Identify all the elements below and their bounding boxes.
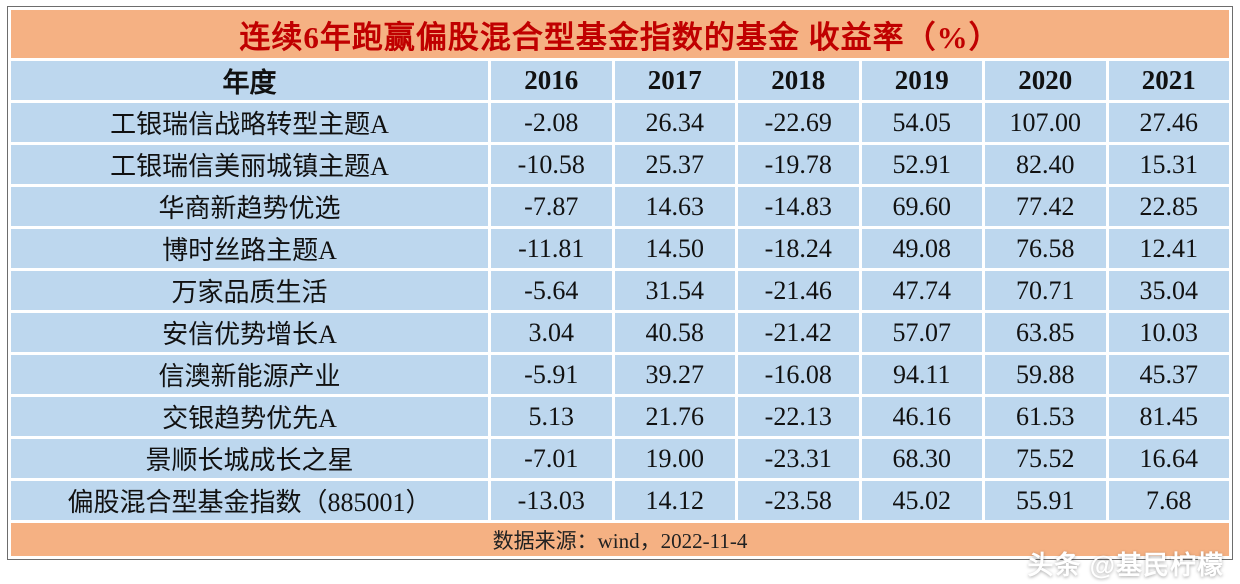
return-value-cell: 47.74	[858, 268, 985, 313]
return-value-cell: 59.88	[982, 352, 1109, 397]
table-row: 工银瑞信战略转型主题A -2.08 26.34 -22.69 54.05 107.00 27…	[8, 100, 1232, 145]
return-value-cell: 52.91	[858, 142, 985, 187]
table-row: 交银趋势优先A 5.13 21.76 -22.13 46.16 61.53 81.45	[8, 394, 1232, 439]
return-value-cell: 7.68	[1105, 478, 1232, 523]
return-value-cell: 12.41	[1105, 226, 1232, 271]
return-value-cell: 14.50	[611, 226, 738, 271]
return-value-cell: -22.13	[735, 394, 862, 439]
return-value-cell: 76.58	[982, 226, 1109, 271]
return-value-cell: 63.85	[982, 310, 1109, 355]
table-body: 工银瑞信战略转型主题A -2.08 26.34 -22.69 54.05 107.00 27…	[8, 100, 1232, 523]
return-value-cell: 14.12	[611, 478, 738, 523]
return-value-cell: 70.71	[982, 268, 1109, 313]
table-row: 万家品质生活 -5.64 31.54 -21.46 47.74 70.71 35.04	[8, 268, 1232, 313]
return-value-cell: 15.31	[1105, 142, 1232, 187]
table-row: 景顺长城成长之星 -7.01 19.00 -23.31 68.30 75.52 16.64	[8, 436, 1232, 481]
fund-returns-table: 连续6年跑赢偏股混合型基金指数的基金 收益率（%） 年度 2016 2017 2018…	[8, 7, 1232, 559]
return-value-cell: 75.52	[982, 436, 1109, 481]
return-value-cell: 16.64	[1105, 436, 1232, 481]
return-value-cell: 45.37	[1105, 352, 1232, 397]
return-value-cell: 81.45	[1105, 394, 1232, 439]
watermark-toutiao: 头条 @基民柠檬	[1027, 550, 1224, 580]
return-value-cell: -2.08	[488, 100, 615, 145]
return-value-cell: 94.11	[858, 352, 985, 397]
column-header-year-label: 年度	[8, 58, 491, 103]
return-value-cell: -5.64	[488, 268, 615, 313]
fund-name-cell: 信澳新能源产业	[8, 352, 491, 397]
return-value-cell: 26.34	[611, 100, 738, 145]
return-value-cell: 49.08	[858, 226, 985, 271]
return-value-cell: -11.81	[488, 226, 615, 271]
column-header-year: 2020	[982, 58, 1109, 103]
column-header-year: 2017	[611, 58, 738, 103]
return-value-cell: 82.40	[982, 142, 1109, 187]
fund-name-cell: 景顺长城成长之星	[8, 436, 491, 481]
return-value-cell: 21.76	[611, 394, 738, 439]
column-header-year: 2021	[1105, 58, 1232, 103]
return-value-cell: -18.24	[735, 226, 862, 271]
return-value-cell: 57.07	[858, 310, 985, 355]
return-value-cell: -10.58	[488, 142, 615, 187]
table-row: 信澳新能源产业 -5.91 39.27 -16.08 94.11 59.88 45.37	[8, 352, 1232, 397]
return-value-cell: 14.63	[611, 184, 738, 229]
return-value-cell: 40.58	[611, 310, 738, 355]
return-value-cell: 27.46	[1105, 100, 1232, 145]
return-value-cell: 39.27	[611, 352, 738, 397]
return-value-cell: 107.00	[982, 100, 1109, 145]
return-value-cell: 54.05	[858, 100, 985, 145]
return-value-cell: 55.91	[982, 478, 1109, 523]
return-value-cell: -16.08	[735, 352, 862, 397]
return-value-cell: 46.16	[858, 394, 985, 439]
fund-name-cell: 偏股混合型基金指数（885001）	[8, 478, 491, 523]
return-value-cell: 35.04	[1105, 268, 1232, 313]
table-row: 博时丝路主题A -11.81 14.50 -18.24 49.08 76.58 12.41	[8, 226, 1232, 271]
fund-name-cell: 安信优势增长A	[8, 310, 491, 355]
return-value-cell: 68.30	[858, 436, 985, 481]
fund-name-cell: 交银趋势优先A	[8, 394, 491, 439]
return-value-cell: 10.03	[1105, 310, 1232, 355]
return-value-cell: -13.03	[488, 478, 615, 523]
return-value-cell: 3.04	[488, 310, 615, 355]
header-row: 年度 2016 2017 2018 2019 2020 2021	[8, 58, 1232, 103]
return-value-cell: 19.00	[611, 436, 738, 481]
return-value-cell: 61.53	[982, 394, 1109, 439]
return-value-cell: 25.37	[611, 142, 738, 187]
return-value-cell: 22.85	[1105, 184, 1232, 229]
table-title: 连续6年跑赢偏股混合型基金指数的基金 收益率（%）	[8, 7, 1232, 61]
footer-row: 数据来源：wind，2022-11-4	[8, 520, 1232, 559]
column-header-year: 2016	[488, 58, 615, 103]
column-header-year: 2018	[735, 58, 862, 103]
return-value-cell: -7.87	[488, 184, 615, 229]
return-value-cell: 31.54	[611, 268, 738, 313]
return-value-cell: -22.69	[735, 100, 862, 145]
fund-name-cell: 工银瑞信战略转型主题A	[8, 100, 491, 145]
return-value-cell: -23.31	[735, 436, 862, 481]
fund-name-cell: 华商新趋势优选	[8, 184, 491, 229]
return-value-cell: 5.13	[488, 394, 615, 439]
table-row: 偏股混合型基金指数（885001） -13.03 14.12 -23.58 45.02 5…	[8, 478, 1232, 523]
return-value-cell: -21.46	[735, 268, 862, 313]
fund-name-cell: 工银瑞信美丽城镇主题A	[8, 142, 491, 187]
fund-name-cell: 万家品质生活	[8, 268, 491, 313]
return-value-cell: -23.58	[735, 478, 862, 523]
data-source: 数据来源：wind，2022-11-4	[8, 520, 1232, 559]
return-value-cell: -21.42	[735, 310, 862, 355]
title-row: 连续6年跑赢偏股混合型基金指数的基金 收益率（%）	[8, 7, 1232, 61]
fund-name-cell: 博时丝路主题A	[8, 226, 491, 271]
fund-table-page: 连续6年跑赢偏股混合型基金指数的基金 收益率（%） 年度 2016 2017 2018…	[8, 7, 1232, 559]
table-row: 工银瑞信美丽城镇主题A -10.58 25.37 -19.78 52.91 82.40 15…	[8, 142, 1232, 187]
return-value-cell: 69.60	[858, 184, 985, 229]
return-value-cell: -14.83	[735, 184, 862, 229]
return-value-cell: -19.78	[735, 142, 862, 187]
return-value-cell: -7.01	[488, 436, 615, 481]
table-row: 安信优势增长A 3.04 40.58 -21.42 57.07 63.85 10.03	[8, 310, 1232, 355]
return-value-cell: 45.02	[858, 478, 985, 523]
return-value-cell: 77.42	[982, 184, 1109, 229]
return-value-cell: -5.91	[488, 352, 615, 397]
table-row: 华商新趋势优选 -7.87 14.63 -14.83 69.60 77.42 22.85	[8, 184, 1232, 229]
column-header-year: 2019	[858, 58, 985, 103]
